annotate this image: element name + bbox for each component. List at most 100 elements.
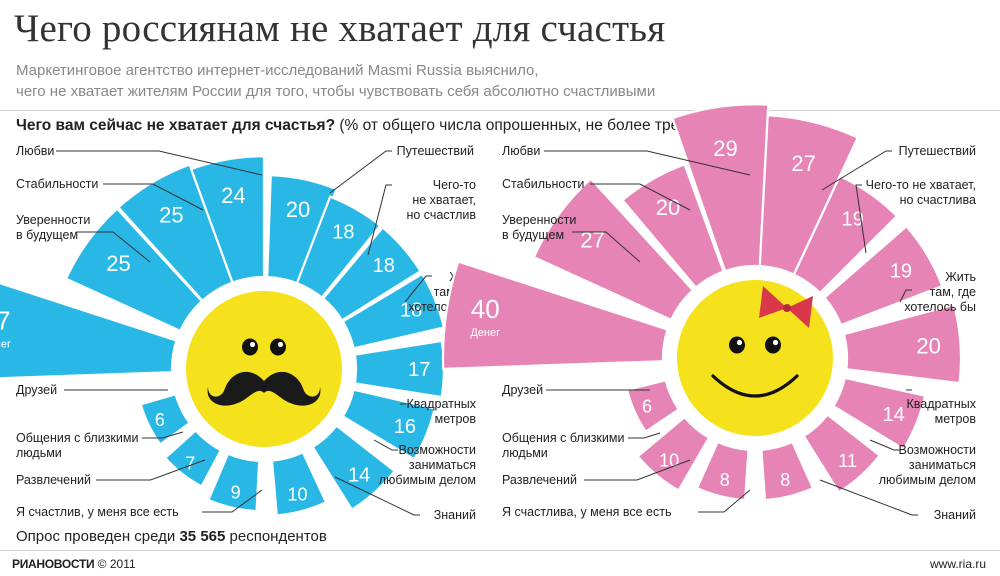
bar-chego-to-ne-hvataet-no-schastliva — [792, 174, 899, 295]
category-label: Развлечений — [502, 473, 577, 487]
bar-obscheniya-s-blizkimi-lyud-mi — [163, 429, 223, 488]
category-label: Возможности заниматься любимым делом — [879, 443, 976, 487]
bar-razvlecheniy — [695, 440, 750, 502]
bar-stabil-nosti — [116, 163, 234, 303]
value-label: 18 — [332, 222, 354, 244]
category-label: Общения с близкими людьми — [502, 431, 624, 460]
bar-razvlecheniy — [206, 452, 261, 513]
category-label: Возможности заниматься любимым делом — [379, 443, 476, 487]
value-label: 19 — [842, 209, 864, 231]
bar-znaniy — [311, 424, 397, 512]
bar-obscheniya-s-blizkimi-lyud-mi — [636, 415, 711, 493]
category-label: Чего-то не хватает, но счастлива — [866, 178, 976, 207]
footer-logo: РИАНОВОСТИ © 2011 — [12, 557, 136, 571]
leader-line — [96, 459, 206, 481]
bar-deneg — [0, 282, 178, 380]
value-label: 10 — [287, 484, 307, 504]
subtitle-line-2: чего не хватает жителям России для того,… — [16, 83, 656, 100]
bar-ya-schastliv-u-menya-vse-est — [270, 450, 328, 517]
value-label: 40 — [471, 294, 500, 324]
value-label: 11 — [838, 451, 857, 471]
leader-line — [869, 439, 900, 451]
men-chart: 47 Денег 25 25 24 20 18 18 18 17 16 14 10 9 7 6 Уверенно… — [0, 144, 480, 522]
value-label: 19 — [890, 260, 912, 282]
bar-vozmozhnosti-zanimat-sya-lyubimym-delom — [341, 388, 437, 461]
leader-line — [334, 476, 420, 516]
category-label: Путешествий — [899, 144, 976, 158]
value-label: 16 — [394, 416, 416, 438]
bar-uverennosti-v-buduschem — [532, 177, 695, 322]
chart-question: Чего вам сейчас не хватает для счастья? … — [16, 117, 751, 135]
leader-line — [698, 489, 751, 513]
bar-druzey — [139, 392, 192, 446]
bar-lyubvi — [671, 103, 770, 273]
bar-kvadratnyh-metrov — [842, 303, 963, 385]
bar-deneg — [441, 260, 669, 371]
category-label: Путешествий — [397, 144, 474, 158]
category-label: Стабильности — [502, 177, 584, 191]
leader-line — [584, 459, 691, 481]
leader-line — [855, 184, 867, 254]
bar-vozmozhnosti-zanimat-sya-lyubimym-delom — [831, 376, 927, 451]
divider — [0, 110, 1000, 111]
value-label: 7 — [185, 454, 195, 474]
bar-stabil-nosti — [621, 163, 725, 290]
footer-url: www.ria.ru — [929, 557, 986, 571]
bar-puteshestviy — [266, 173, 339, 286]
leader-line — [329, 150, 392, 194]
leader-line — [544, 150, 751, 176]
leader-line — [572, 231, 641, 263]
leader-line — [56, 150, 263, 176]
bar-uverennosti-v-buduschem — [64, 207, 204, 333]
value-label: 18 — [373, 255, 395, 277]
subtitle: Маркетинговое агентство интернет-исследо… — [16, 60, 655, 102]
value-label: 29 — [713, 136, 737, 161]
leader-line — [590, 183, 691, 211]
category-label: Знаний — [934, 508, 976, 522]
category-label: Уверенности в будущем — [16, 213, 90, 242]
value-label: 18 — [400, 300, 422, 322]
value-label: 24 — [221, 183, 245, 208]
women-chart: 40Денег27202927191920141188106Уверенност… — [441, 103, 977, 522]
ria-logo: РИАНОВОСТИ — [12, 557, 95, 571]
value-label: 8 — [780, 470, 790, 490]
bar-chego-to-ne-hvataet-no-schastliv — [295, 195, 382, 300]
category-label: Знаний — [434, 508, 476, 522]
value-label: 27 — [580, 228, 604, 253]
value-label: 25 — [159, 203, 183, 228]
smile-icon — [711, 374, 799, 398]
value-label: 6 — [155, 410, 165, 430]
inner-category-label: Денег — [0, 338, 11, 350]
value-label: 20 — [656, 195, 680, 220]
leader-line — [404, 275, 432, 303]
bar-kvadratnyh-metrov — [353, 339, 445, 399]
survey-count: 35 565 — [179, 528, 226, 545]
value-label: 14 — [348, 465, 370, 487]
category-label: Друзей — [502, 383, 543, 397]
category-label: Я счастлив, у меня все есть — [16, 505, 179, 519]
question-text: Чего вам сейчас не хватает для счастья? — [16, 117, 336, 134]
value-label: 47 — [0, 305, 11, 335]
bar-znaniy — [802, 413, 882, 494]
bar-item-7 — [341, 272, 446, 350]
leader-line — [899, 289, 912, 303]
value-label: 14 — [883, 404, 905, 426]
bar-ya-schastliva-u-menya-vse-est — [760, 440, 815, 502]
leader-line — [367, 184, 392, 256]
category-label: Уверенности в будущем — [502, 213, 576, 242]
value-label: 8 — [720, 470, 730, 490]
bar-zhit-tam-gde-hotelos-by — [321, 226, 423, 322]
category-label: Чего-то не хватает, но счастлив — [406, 178, 476, 222]
mustache-icon — [207, 371, 321, 406]
leader-line — [819, 479, 918, 516]
value-label: 25 — [106, 251, 130, 276]
leader-line — [76, 231, 151, 263]
question-note: (% от общего числа опрошенных, не более … — [339, 117, 752, 134]
value-label: 9 — [231, 482, 241, 502]
category-label: Квадратных метров — [906, 397, 976, 426]
divider — [0, 550, 1000, 551]
category-label: Любви — [502, 144, 540, 158]
leader-line — [103, 183, 204, 211]
category-label: Я счастлива, у меня все есть — [502, 505, 671, 519]
